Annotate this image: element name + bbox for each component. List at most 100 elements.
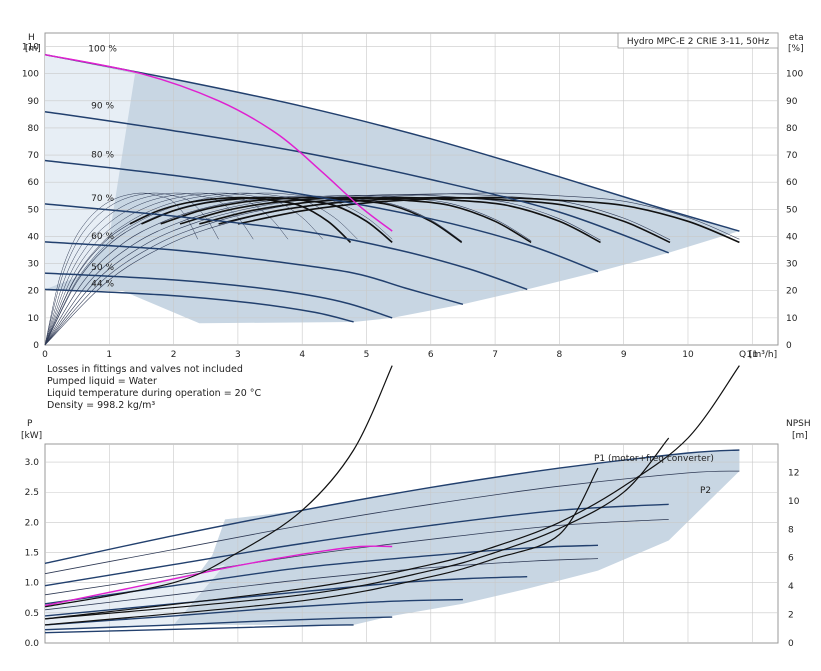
y2-tick-label: 10 xyxy=(788,497,800,507)
qh-curve xyxy=(44,203,528,291)
y-axis-label: H xyxy=(28,33,35,43)
y2-axis-label: NPSH xyxy=(786,419,811,429)
y-tick-label: 30 xyxy=(28,260,40,270)
power-curve-p1 xyxy=(44,449,740,565)
x-tick-label: 10 xyxy=(682,350,694,360)
x-tick-label: 6 xyxy=(428,350,434,360)
efficiency-curve-thin xyxy=(44,192,254,346)
power-curve-p2 xyxy=(44,558,599,611)
power-curve-p1 xyxy=(44,503,669,587)
x-tick-label: 9 xyxy=(621,350,627,360)
qh-curve xyxy=(44,53,740,232)
x-tick-label: 3 xyxy=(235,350,241,360)
y2-tick-label: 0 xyxy=(786,341,792,351)
npsh-curve xyxy=(44,365,393,608)
efficiency-curve-bold xyxy=(199,196,601,244)
y-tick-label: 90 xyxy=(28,97,40,107)
y2-tick-label: 4 xyxy=(788,582,794,592)
qh-curve xyxy=(44,272,393,319)
chart-title: Hydro MPC-E 2 CRIE 3-11, 50Hz xyxy=(627,37,770,47)
npsh-curve xyxy=(44,437,670,620)
y-axis-label: P xyxy=(27,419,33,429)
y2-tick-label: 6 xyxy=(788,554,794,564)
y2-axis-unit: [m] xyxy=(792,431,808,441)
y-tick-label: 40 xyxy=(28,232,40,242)
y-tick-label: 0.0 xyxy=(25,639,40,649)
x-tick-label: 8 xyxy=(557,350,563,360)
y2-tick-label: 60 xyxy=(786,178,798,188)
y2-axis-label: eta xyxy=(789,33,804,43)
power-curve-p2 xyxy=(44,519,669,596)
qh-curve xyxy=(44,110,669,254)
y-tick-label: 2.0 xyxy=(25,518,40,528)
power-operating-area xyxy=(160,450,740,625)
x-tick-label: 7 xyxy=(492,350,498,360)
efficiency-curve-bold xyxy=(129,196,352,243)
x-axis-label: Q [m³/h] xyxy=(739,350,777,360)
y-tick-label: 110 xyxy=(22,43,39,53)
y-tick-label: 10 xyxy=(28,314,40,324)
y2-tick-label: 50 xyxy=(786,205,798,215)
x-tick-label: 1 xyxy=(106,350,112,360)
power-curve-p1 xyxy=(44,576,528,617)
power-curve-one-pump xyxy=(44,545,393,607)
y-tick-label: 70 xyxy=(28,151,40,161)
y-tick-label: 20 xyxy=(28,287,40,297)
power-curve-p1 xyxy=(44,598,463,626)
y2-tick-label: 30 xyxy=(786,260,798,270)
y2-tick-label: 70 xyxy=(786,151,798,161)
y-tick-label: 0.5 xyxy=(25,609,39,619)
efficiency-curve-bold xyxy=(179,196,532,244)
speed-label: 90 % xyxy=(91,102,114,112)
x-tick-label: 2 xyxy=(171,350,177,360)
efficiency-curve-thin xyxy=(44,192,199,346)
y2-tick-label: 90 xyxy=(786,97,798,107)
npsh-curve xyxy=(44,365,740,620)
x-tick-label: 11 xyxy=(747,350,758,360)
y-tick-label: 1.5 xyxy=(25,549,39,559)
speed-label: 70 % xyxy=(91,194,114,204)
x-tick-label: 5 xyxy=(364,350,370,360)
y2-tick-label: 20 xyxy=(786,287,798,297)
note-text: Liquid temperature during operation = 20… xyxy=(47,388,262,399)
note-text: Losses in fittings and valves not includ… xyxy=(47,364,243,375)
npsh-curve xyxy=(44,467,599,626)
y2-tick-label: 0 xyxy=(788,639,794,649)
speed-label: 50 % xyxy=(91,263,114,273)
y2-tick-label: 8 xyxy=(788,525,794,535)
y-tick-label: 50 xyxy=(28,205,40,215)
single-pump-range-area xyxy=(45,54,136,290)
speed-label: 60 % xyxy=(91,232,114,242)
efficiency-curve-bold xyxy=(141,196,393,244)
qh-curve xyxy=(44,241,464,306)
y-axis-unit: [kW] xyxy=(21,431,42,441)
y2-tick-label: 80 xyxy=(786,124,798,134)
y2-tick-label: 12 xyxy=(788,468,799,478)
y-tick-label: 2.5 xyxy=(25,488,39,498)
speed-label: 80 % xyxy=(91,151,114,161)
qh-curve-one-pump xyxy=(44,53,393,232)
efficiency-curve-bold xyxy=(237,196,740,244)
power-curve-p2 xyxy=(44,470,740,575)
speed-label: 100 % xyxy=(88,45,117,55)
series-label-p2: P2 xyxy=(700,486,711,496)
y-tick-label: 100 xyxy=(22,70,39,80)
qh-curve xyxy=(44,159,599,273)
note-text: Density = 998.2 kg/m³ xyxy=(47,400,156,411)
y-tick-label: 1.0 xyxy=(25,579,40,589)
y-axis-unit: [m] xyxy=(25,44,41,54)
efficiency-curve-thin xyxy=(44,192,740,346)
note-text: Pumped liquid = Water xyxy=(47,376,157,387)
y2-axis-unit: [%] xyxy=(788,44,804,54)
y-tick-label: 80 xyxy=(28,124,40,134)
power-curve-p1 xyxy=(44,624,354,634)
power-curve-p1 xyxy=(44,616,393,631)
y2-tick-label: 2 xyxy=(788,611,794,621)
speed-label: 44 % xyxy=(91,279,114,289)
x-tick-label: 4 xyxy=(299,350,305,360)
y2-tick-label: 10 xyxy=(786,314,798,324)
qh-curve xyxy=(44,288,354,323)
operating-range-area xyxy=(45,54,740,324)
